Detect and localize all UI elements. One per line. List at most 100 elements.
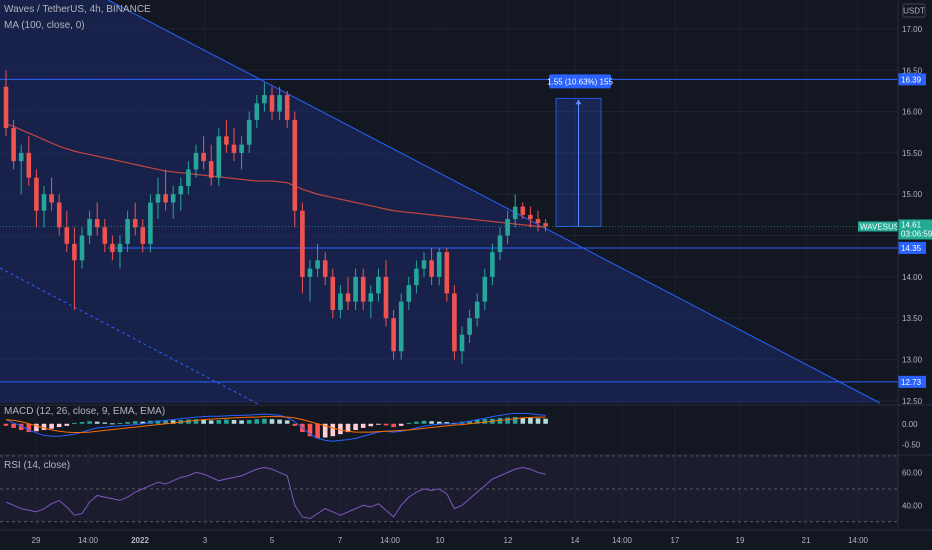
macd-histogram-bar — [444, 422, 450, 424]
macd-histogram-bar — [315, 423, 320, 439]
time-axis-tick: 3 — [203, 536, 208, 545]
candle-body — [186, 169, 191, 186]
macd-histogram-bar — [429, 421, 434, 424]
macd-histogram-bar — [11, 423, 16, 428]
candle-body — [300, 210, 305, 277]
candle-body — [277, 95, 282, 112]
candle-body — [87, 219, 92, 236]
symbol-tag — [858, 221, 898, 232]
price-axis-tick: 15.50 — [902, 149, 923, 158]
macd-histogram-bar — [277, 419, 282, 424]
candle-body — [429, 260, 434, 277]
time-axis-tick: 2022 — [131, 536, 149, 545]
measure-label-box — [549, 74, 611, 89]
candle-body — [353, 276, 358, 302]
macd-histogram-bar — [368, 423, 374, 427]
candle-body — [34, 177, 39, 211]
macd-axis-tick: 0.00 — [902, 420, 918, 429]
candle-body — [79, 235, 85, 261]
candle-body — [262, 95, 267, 104]
macd-histogram-bar — [41, 423, 47, 430]
candle-body — [201, 152, 206, 162]
macd-histogram-bar — [3, 423, 9, 426]
rsi-legend[interactable]: RSI (14, close) — [4, 460, 71, 471]
candle-body — [208, 161, 214, 178]
ma-legend[interactable]: MA (100, close, 0) — [4, 20, 85, 31]
macd-histogram-bar — [528, 417, 533, 424]
macd-histogram-bar — [414, 421, 419, 424]
candle-body — [520, 206, 526, 215]
candle-body — [3, 86, 9, 129]
candle-body — [535, 219, 541, 224]
symbol-tag-label: WAVESUSDT — [860, 222, 910, 231]
time-axis-tick: 7 — [338, 536, 343, 545]
time-axis-tick: 14:00 — [78, 536, 99, 545]
price-axis-tick: 15.00 — [902, 190, 923, 199]
candle-body — [284, 95, 290, 120]
macd-histogram-bar — [170, 420, 176, 424]
macd-histogram-bar — [421, 420, 427, 424]
candle-body — [292, 119, 298, 211]
macd-histogram-bar — [436, 421, 442, 424]
macd-line — [5, 412, 546, 442]
candle-body — [102, 227, 108, 244]
candle-body — [528, 214, 533, 220]
candle-body — [452, 293, 457, 352]
candle-body — [246, 119, 252, 145]
candle-body — [315, 260, 320, 269]
candle-body — [56, 202, 62, 228]
candle-body — [148, 202, 153, 244]
time-axis-tick: 10 — [436, 536, 445, 545]
price-axis-tick: 13.00 — [902, 356, 923, 365]
macd-histogram-bar — [505, 417, 510, 424]
macd-histogram-bar — [512, 417, 518, 424]
candle-body — [543, 223, 548, 227]
candle-body — [193, 152, 199, 170]
macd-histogram-bar — [338, 423, 343, 435]
candle-body — [368, 293, 374, 302]
macd-histogram-bar — [353, 423, 358, 430]
macd-histogram-bar — [193, 419, 199, 424]
macd-histogram-bar — [216, 420, 222, 424]
candle-body — [482, 276, 488, 302]
level-price-tag — [898, 375, 926, 388]
ma-100-line — [5, 123, 546, 228]
macd-histogram-bar — [398, 423, 404, 426]
macd-axis-tick: -0.50 — [902, 441, 921, 450]
time-axis-tick: 21 — [802, 536, 811, 545]
macd-histogram-bar — [34, 423, 39, 432]
macd-histogram-bar — [284, 420, 290, 424]
candle-body — [330, 276, 336, 310]
candle-body — [467, 318, 472, 335]
candle-body — [239, 144, 244, 153]
candle-body — [94, 219, 100, 228]
currency-box — [902, 3, 926, 18]
candle-body — [132, 219, 138, 228]
level-price-label: 12.73 — [901, 378, 922, 387]
lower-trendline-dashed — [0, 267, 261, 406]
candle-body — [414, 268, 419, 286]
macd-histogram-bar — [201, 419, 206, 424]
candle-body — [224, 136, 229, 145]
level-price-label: 14.35 — [901, 244, 922, 253]
candle-body — [307, 268, 313, 277]
macd-histogram-bar — [330, 423, 336, 437]
macd-histogram-bar — [482, 419, 488, 424]
macd-histogram-bar — [383, 423, 389, 426]
candle-body — [474, 301, 480, 319]
macd-signal-line — [5, 416, 546, 433]
macd-histogram-bar — [322, 423, 328, 438]
macd-histogram-bar — [163, 420, 168, 424]
candle-body — [376, 276, 381, 294]
currency-label: USDT — [903, 7, 925, 16]
macd-histogram-bar — [87, 421, 92, 424]
macd-histogram-bar — [406, 422, 412, 424]
time-axis-tick: 14:00 — [380, 536, 401, 545]
symbol-legend[interactable]: Waves / TetherUS, 4h, BINANCE — [4, 4, 151, 15]
level-price-label: 16.39 — [901, 75, 922, 84]
rsi-band-fill — [0, 456, 898, 522]
macd-legend[interactable]: MACD (12, 26, close, 9, EMA, EMA) — [4, 406, 166, 417]
macd-histogram-bar — [360, 423, 366, 428]
measure-arrowhead — [575, 99, 582, 105]
